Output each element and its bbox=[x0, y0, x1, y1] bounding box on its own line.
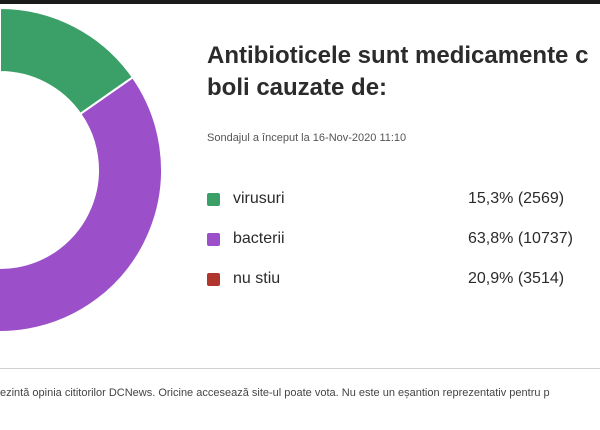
legend-value: 15,3% (2569) bbox=[468, 190, 565, 207]
poll-start-date: Sondajul a început la 16-Nov-2020 11:10 bbox=[207, 132, 407, 144]
legend-swatch bbox=[207, 233, 220, 246]
chart-title: Antibioticele sunt medicamente c boli ca… bbox=[207, 42, 589, 101]
legend-item-nu-stiu: nu stiu 20,9% (3514) bbox=[207, 269, 600, 309]
legend-label: bacterii bbox=[233, 230, 285, 247]
legend-value: 20,9% (3514) bbox=[468, 270, 565, 287]
disclaimer-text: ezintă opinia cititorilor DCNews. Oricin… bbox=[0, 387, 550, 399]
legend-label: virusuri bbox=[233, 190, 285, 207]
legend-swatch bbox=[207, 193, 220, 206]
legend-item-virusuri: virusuri 15,3% (2569) bbox=[207, 189, 600, 229]
donut-slice-bacterii bbox=[0, 75, 163, 333]
legend-item-bacterii: bacterii 63,8% (10737) bbox=[207, 229, 600, 269]
top-bar bbox=[0, 0, 600, 4]
legend: virusuri 15,3% (2569) bacterii 63,8% (10… bbox=[207, 189, 600, 309]
legend-value: 63,8% (10737) bbox=[468, 230, 573, 247]
legend-label: nu stiu bbox=[233, 270, 281, 287]
divider bbox=[0, 368, 600, 369]
legend-swatch bbox=[207, 273, 220, 286]
